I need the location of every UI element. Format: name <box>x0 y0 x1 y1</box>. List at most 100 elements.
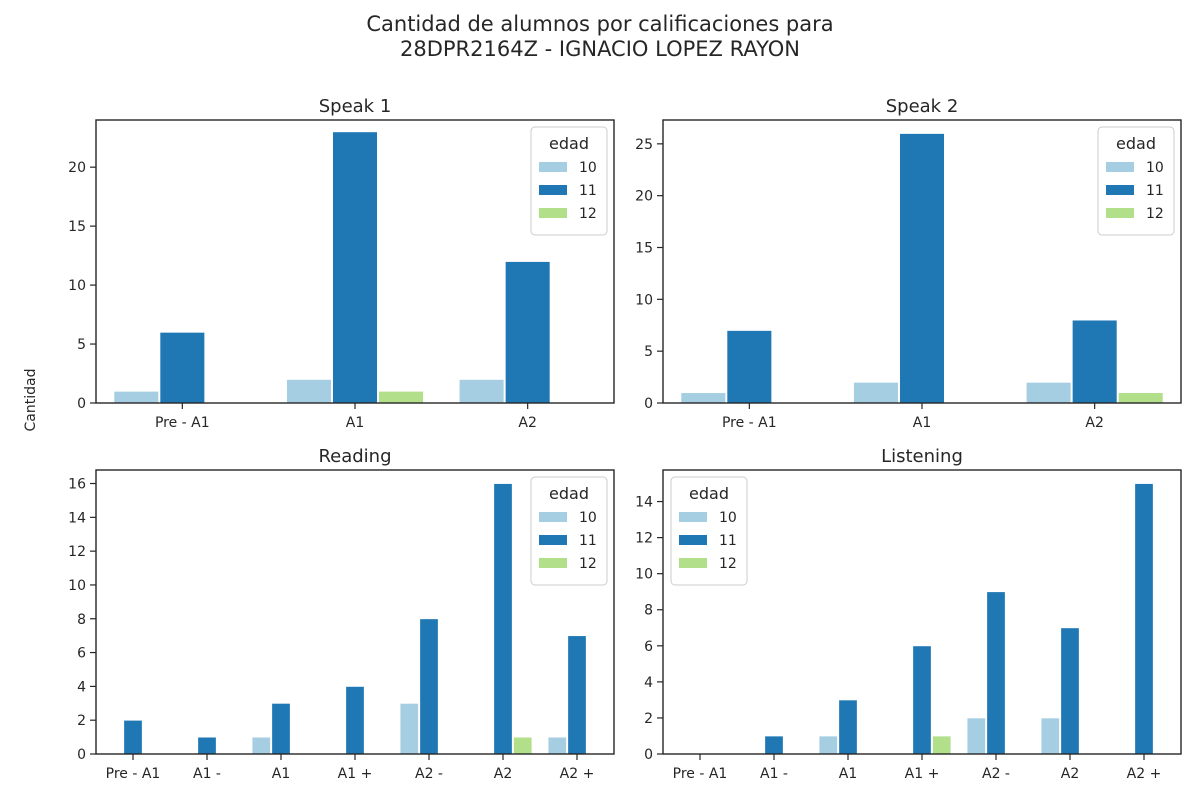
plot-reading-bar-a1-edad-11 <box>345 685 365 755</box>
plot-listening-bar-a2-edad-10 <box>1040 717 1060 755</box>
plot-speak-1-ytick-label: 5 <box>77 337 86 353</box>
plot-reading-legend-title: edad <box>549 484 589 503</box>
plot-reading-axes-frame <box>95 469 615 755</box>
plot-speak-2-legend-title: edad <box>1116 134 1156 153</box>
plot-listening-legend-label-10: 10 <box>719 510 737 526</box>
plot-listening-ytick-label: 10 <box>635 567 653 583</box>
plot-listening-legend-label-11: 11 <box>719 533 737 549</box>
plot-listening-bar-a1-edad-11 <box>838 699 858 755</box>
plot-listening-ytick-label: 4 <box>644 675 653 691</box>
plot-reading-bar-a2-edad-11 <box>493 483 513 755</box>
plot-speak-2-bar-a2-edad-10 <box>1025 381 1072 404</box>
figure-title: Cantidad de alumnos por calificaciones p… <box>0 12 1200 62</box>
plot-speak-1-bar-pre-a1-edad-10 <box>113 390 160 404</box>
plot-reading-legend-label-11: 11 <box>579 533 597 549</box>
plot-reading-ytick-label: 0 <box>77 747 86 763</box>
plot-listening-ytick-label: 12 <box>635 531 653 547</box>
plot-speak-1-legend-swatch-10 <box>539 162 567 172</box>
plot-speak-1-legend-label-10: 10 <box>579 160 597 176</box>
plot-speak-1-xtick-label: A2 <box>518 415 536 431</box>
plot-speak-1-bar-a2-edad-10 <box>458 379 505 404</box>
plot-reading-bar-a1-edad-11 <box>271 702 291 755</box>
plot-listening-xtick-label: A1 + <box>905 766 940 782</box>
plot-listening-bar-a1-edad-12 <box>932 735 952 755</box>
plot-speak-2-legend-label-12: 12 <box>1146 206 1164 222</box>
plot-listening-axes-frame <box>662 469 1182 755</box>
plot-listening-legend-title: edad <box>689 484 729 503</box>
plot-listening-bar-a1-edad-11 <box>912 645 932 755</box>
plot-reading-bar-a2-edad-11 <box>567 635 587 755</box>
plot-listening-xtick-label: Pre - A1 <box>673 766 728 782</box>
plot-listening-bar-a2-edad-10 <box>966 717 986 755</box>
plot-listening-legend-label-12: 12 <box>719 556 737 572</box>
plot-reading-legend-swatch-12 <box>539 558 567 568</box>
plot-reading-bar-pre-a1-edad-11 <box>123 719 143 755</box>
plot-speak-2-xtick-label: A2 <box>1085 415 1103 431</box>
plot-speak-2-bar-pre-a1-edad-10 <box>680 392 727 404</box>
plot-listening-bar-a2-edad-11 <box>986 591 1006 755</box>
plot-speak-2-ytick-label: 25 <box>635 137 653 153</box>
plot-listening-bar-a2-edad-11 <box>1060 627 1080 755</box>
plot-reading-xtick-label: A2 <box>494 766 512 782</box>
plot-speak-2-legend-swatch-10 <box>1106 162 1134 172</box>
plot-speak-1-bar-a1-edad-12 <box>378 390 424 404</box>
plot-speak-1-ytick-label: 20 <box>68 160 86 176</box>
plot-speak-1-legend-label-12: 12 <box>579 206 597 222</box>
plot-listening-xtick-label: A2 - <box>982 766 1010 782</box>
plot-reading-bar-a1-edad-10 <box>251 736 271 755</box>
plot-listening-xtick-label: A2 <box>1061 766 1079 782</box>
plot-speak-2-bar-a1-edad-10 <box>853 381 899 404</box>
plot-reading-ytick-label: 2 <box>77 713 86 729</box>
plot-reading-bar-a1-edad-11 <box>197 736 217 755</box>
plot-listening-ytick-label: 14 <box>635 495 653 511</box>
plot-speak-2-title: Speak 2 <box>886 96 959 117</box>
plot-reading-ytick-label: 8 <box>77 612 86 628</box>
plot-reading-xtick-label: Pre - A1 <box>106 766 161 782</box>
plot-speak-2-ytick-label: 5 <box>644 344 653 360</box>
plot-speak-2-legend-label-11: 11 <box>1146 183 1164 199</box>
plot-listening-ytick-label: 0 <box>644 747 653 763</box>
plot-reading-ytick-label: 6 <box>77 646 86 662</box>
plot-listening-ytick-label: 2 <box>644 711 653 727</box>
plot-speak-2-bar-a1-edad-11 <box>899 133 945 404</box>
plot-speak-1-xtick-label: Pre - A1 <box>155 415 210 431</box>
plot-speak-1-ytick-label: 0 <box>77 396 86 412</box>
plot-reading-ytick-label: 14 <box>68 510 86 526</box>
plot-listening-bar-a1-edad-10 <box>818 735 838 755</box>
plot-listening-xtick-label: A2 + <box>1127 766 1162 782</box>
plot-speak-2-ytick-label: 20 <box>635 189 653 205</box>
plot-speak-2-legend-swatch-12 <box>1106 208 1134 218</box>
figure-title-line-1: Cantidad de alumnos por calificaciones p… <box>366 12 834 36</box>
plot-speak-2-ytick-label: 15 <box>635 241 653 257</box>
plot-speak-1-legend-label-11: 11 <box>579 183 597 199</box>
plot-reading-ytick-label: 16 <box>68 477 86 493</box>
plot-speak-2-bar-a2-edad-12 <box>1117 392 1164 404</box>
figure-title-line-2: 28DPR2164Z - IGNACIO LOPEZ RAYON <box>399 37 800 61</box>
plot-speak-2-xtick-label: Pre - A1 <box>722 415 777 431</box>
plot-listening-title: Listening <box>881 446 963 467</box>
plot-speak-2-axes-frame <box>662 119 1182 404</box>
plot-reading-xtick-label: A2 - <box>415 766 443 782</box>
plot-speak-1-bar-a1-edad-11 <box>332 131 378 404</box>
plot-speak-1-legend-swatch-12 <box>539 208 567 218</box>
plot-reading-ytick-label: 10 <box>68 578 86 594</box>
plot-listening-legend-swatch-11 <box>679 535 707 545</box>
plot-reading-bar-a2-edad-12 <box>513 736 533 755</box>
plot-reading-xtick-label: A1 - <box>193 766 221 782</box>
plot-speak-2-ytick-label: 10 <box>635 292 653 308</box>
plot-speak-2-bar-a2-edad-11 <box>1071 319 1118 404</box>
plot-speak-1-legend-swatch-11 <box>539 185 567 195</box>
plot-speak-1-ytick-label: 15 <box>68 219 86 235</box>
plot-speak-1-ytick-label: 10 <box>68 278 86 294</box>
plot-listening-legend-swatch-10 <box>679 512 707 522</box>
plot-listening-bar-a2-edad-11 <box>1134 483 1154 755</box>
plot-reading-ytick-label: 12 <box>68 544 86 560</box>
plot-reading-legend-swatch-11 <box>539 535 567 545</box>
plot-listening-ytick-label: 6 <box>644 639 653 655</box>
plot-reading-title: Reading <box>318 446 391 467</box>
plot-speak-1-axes-frame <box>95 119 615 404</box>
plot-reading-legend-label-10: 10 <box>579 510 597 526</box>
plot-reading-xtick-label: A1 <box>272 766 290 782</box>
